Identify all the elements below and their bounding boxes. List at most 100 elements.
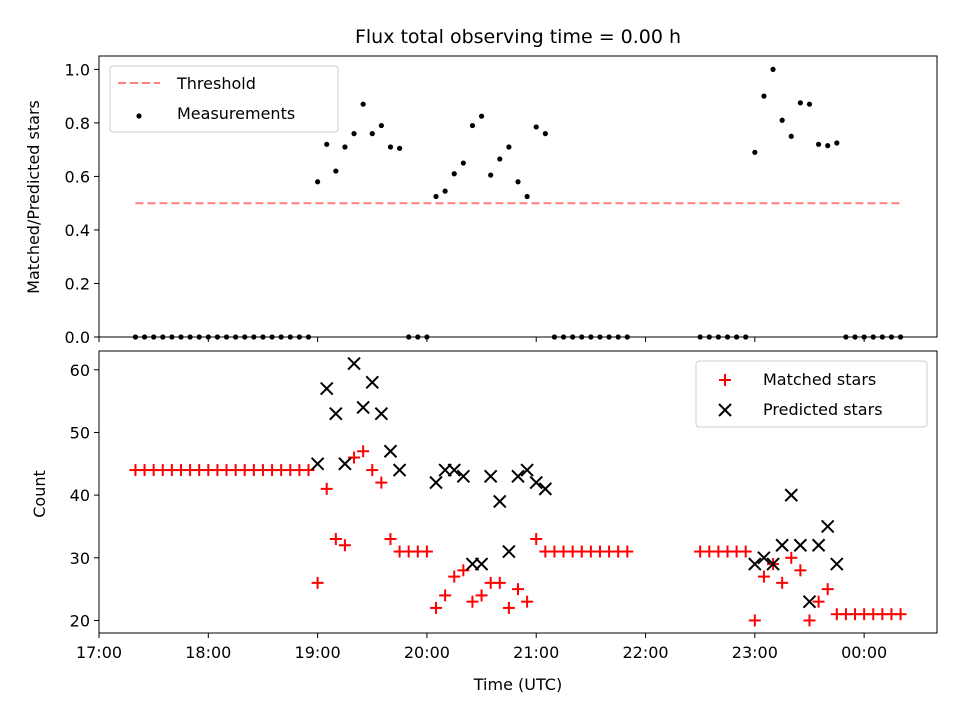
top-legend-box xyxy=(109,65,339,133)
matched-star-point xyxy=(475,589,488,602)
measurement-point xyxy=(387,144,394,150)
predicted-star-point xyxy=(757,551,771,565)
x-tick-label: 23:00 xyxy=(732,643,778,662)
legend-matched-label: Matched stars xyxy=(763,370,876,389)
measurement-point xyxy=(761,93,767,99)
predicted-star-point xyxy=(429,475,443,490)
measurement-point xyxy=(825,143,831,149)
bottom-y-tick-label: 40 xyxy=(70,486,90,505)
measurement-point xyxy=(315,179,321,185)
matched-star-point xyxy=(338,539,351,552)
matched-star-point xyxy=(329,533,342,545)
matched-star-point xyxy=(821,583,834,596)
x-tick-label: 18:00 xyxy=(185,643,231,662)
matched-star-point xyxy=(357,445,370,458)
measurement-point xyxy=(342,144,348,150)
measurement-point xyxy=(834,140,840,146)
top-axes-frame xyxy=(98,55,938,338)
measurement-point xyxy=(360,101,366,107)
predicted-star-point xyxy=(538,482,553,496)
predicted-star-point xyxy=(356,400,370,415)
measurement-point xyxy=(333,168,339,174)
predicted-star-point xyxy=(748,557,762,571)
legend-matched-swatch xyxy=(719,374,731,386)
predicted-star-point xyxy=(793,538,808,552)
measurement-point xyxy=(815,141,822,147)
top-y-tick-label: 1.0 xyxy=(65,60,90,79)
predicted-star-point xyxy=(456,469,471,484)
matched-star-point xyxy=(785,551,798,564)
predicted-star-point xyxy=(830,557,844,571)
predicted-star-point xyxy=(529,475,543,490)
bottom-y-tick-label: 20 xyxy=(70,611,90,630)
measurement-point xyxy=(369,131,375,137)
top-legend: Threshold Measurements xyxy=(109,65,339,133)
top-y-tick-label: 0.0 xyxy=(65,328,90,347)
matched-star-point xyxy=(894,608,907,621)
top-y-tick-label: 0.8 xyxy=(65,114,90,133)
measurement-point xyxy=(506,144,512,150)
measurement-point xyxy=(396,145,403,151)
legend-threshold-label: Threshold xyxy=(176,74,256,93)
bottom-y-axis-label: Count xyxy=(30,470,49,518)
matched-star-point xyxy=(757,570,770,583)
predicted-star-point xyxy=(338,457,352,471)
measurement-point xyxy=(533,124,539,130)
matched-star-point xyxy=(493,576,506,589)
matched-star-point xyxy=(366,464,379,477)
bottom-legend-box xyxy=(695,360,928,428)
matched-star-point xyxy=(739,545,752,558)
top-y-tick-label: 0.4 xyxy=(65,221,90,240)
measurement-point xyxy=(442,188,448,194)
matched-star-point xyxy=(502,601,515,614)
bottom-legend: Matched stars Predicted stars xyxy=(695,360,928,428)
x-tick-label: 17:00 xyxy=(76,643,122,662)
x-tick-label: 00:00 xyxy=(841,643,887,662)
top-ticks: 0.0 0.2 0.4 0.6 0.8 1.0 xyxy=(65,60,865,347)
matched-star-point xyxy=(466,595,479,608)
predicted-star-point xyxy=(310,457,325,471)
predicted-star-point xyxy=(802,594,817,609)
measurement-point xyxy=(515,179,521,185)
predicted-star-point xyxy=(493,494,507,509)
matched-star-point xyxy=(776,576,789,589)
predicted-star-point xyxy=(365,375,379,390)
top-panel: 0.0 0.2 0.4 0.6 0.8 1.0 Matched/Predicted sta… xyxy=(24,55,938,347)
measurement-point xyxy=(497,156,503,162)
matched-star-point xyxy=(384,533,397,545)
matched-star-point xyxy=(311,576,324,589)
predicted-star-point xyxy=(374,406,389,421)
legend-measurements-swatch xyxy=(136,113,142,119)
measurement-point xyxy=(433,193,439,200)
measurement-point xyxy=(779,117,785,123)
matched-star-point xyxy=(430,601,443,614)
predicted-star-point xyxy=(820,519,835,534)
bottom-axes-frame xyxy=(98,350,938,634)
predicted-star-point xyxy=(483,469,498,484)
matched-star-point xyxy=(448,570,461,583)
predicted-star-point xyxy=(811,538,826,552)
x-tick-label: 22:00 xyxy=(622,643,668,662)
measurement-point xyxy=(488,172,494,178)
top-y-tick-label: 0.2 xyxy=(65,274,90,293)
top-chart-title: Flux total observing time = 0.00 h xyxy=(355,26,681,48)
bottom-panel: 20 30 40 50 60 17:00 18:00 19:00 20:00 21:00 22:00… xyxy=(30,350,938,694)
predicted-star-point xyxy=(775,538,789,552)
predicted-star-point xyxy=(766,557,780,571)
measurement-point xyxy=(351,131,357,137)
matched-star-point xyxy=(320,482,333,495)
bottom-marks xyxy=(129,356,907,627)
matched-star-point xyxy=(812,595,825,608)
measurement-point xyxy=(324,141,330,147)
measurement-point xyxy=(806,101,813,107)
measurement-point xyxy=(524,193,530,200)
measurement-point xyxy=(770,66,776,72)
measurement-point xyxy=(542,131,548,137)
x-tick-label: 21:00 xyxy=(513,643,559,662)
x-tick-label: 19:00 xyxy=(295,643,341,662)
matched-star-point xyxy=(794,564,807,577)
predicted-star-point xyxy=(383,444,398,458)
bottom-y-tick-label: 60 xyxy=(70,361,90,380)
matched-star-point xyxy=(521,595,534,608)
